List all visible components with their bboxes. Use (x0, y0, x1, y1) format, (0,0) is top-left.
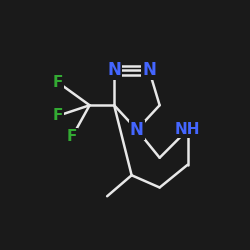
Text: F: F (67, 129, 77, 144)
Text: F: F (53, 108, 63, 123)
Text: F: F (53, 75, 63, 90)
Text: N: N (107, 61, 121, 79)
Text: NH: NH (175, 122, 201, 137)
Text: N: N (130, 121, 144, 139)
Text: N: N (142, 61, 156, 79)
